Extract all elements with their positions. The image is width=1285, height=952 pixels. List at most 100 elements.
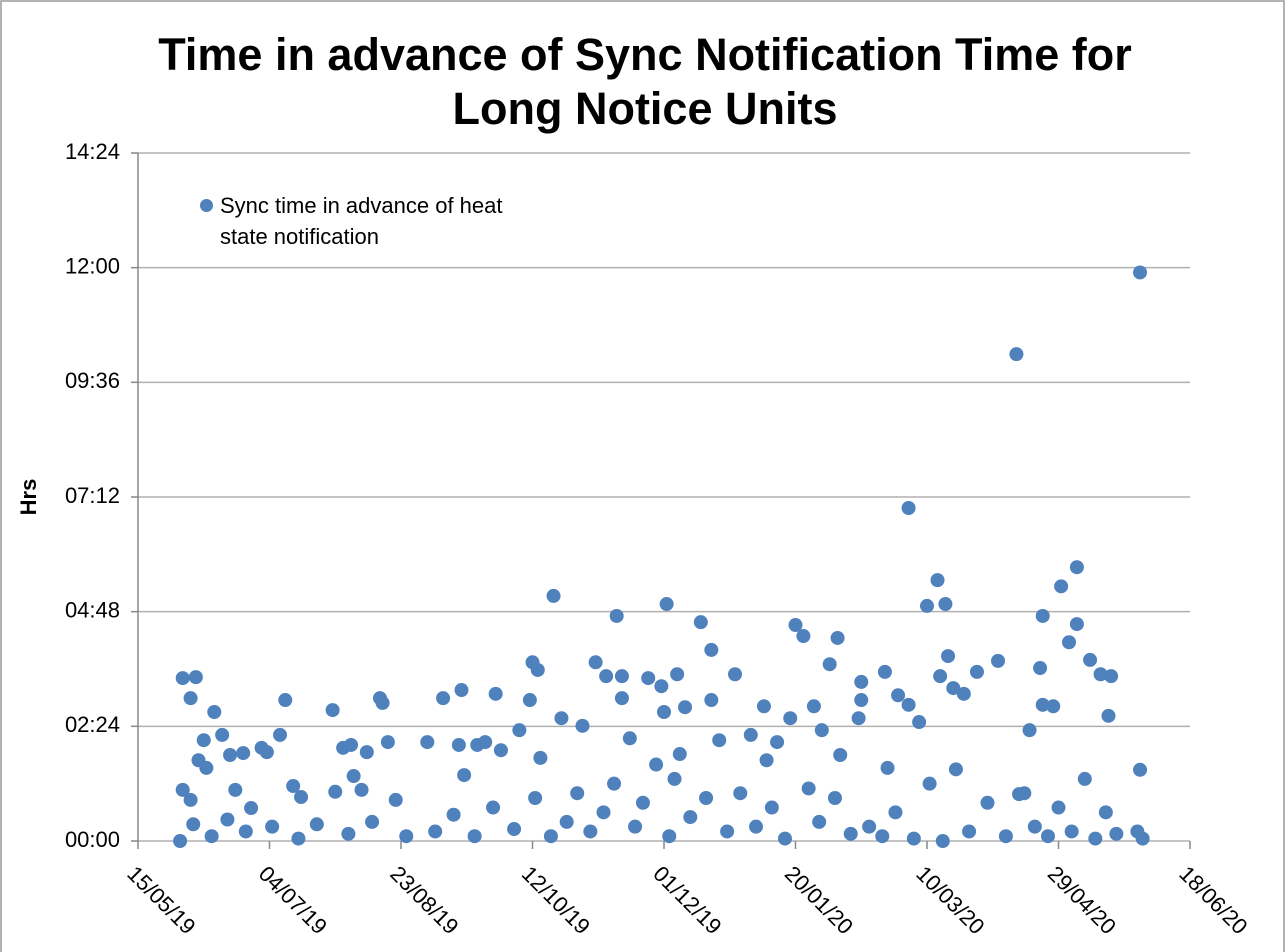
data-point — [199, 760, 214, 775]
data-point — [704, 693, 719, 708]
data-point — [614, 669, 629, 684]
x-tick-label: 29/04/20 — [1043, 861, 1121, 939]
data-point — [1069, 617, 1084, 632]
x-tick-label: 15/05/19 — [122, 861, 200, 939]
data-point — [346, 769, 361, 784]
data-point — [827, 791, 842, 805]
legend-marker — [200, 199, 213, 212]
data-point — [920, 598, 934, 613]
data-point — [341, 826, 356, 841]
data-point — [1009, 347, 1024, 362]
data-point — [486, 800, 501, 815]
x-tick-label: 10/03/20 — [911, 861, 989, 939]
data-point — [220, 812, 235, 827]
data-point — [770, 735, 785, 750]
data-point — [173, 834, 188, 848]
data-point — [854, 674, 869, 689]
data-point — [186, 817, 201, 832]
data-point — [325, 703, 340, 718]
data-point — [670, 667, 685, 682]
data-point — [359, 745, 374, 760]
data-point — [294, 790, 309, 805]
legend: Sync time in advance of heat state notif… — [200, 190, 520, 252]
data-point — [570, 786, 585, 801]
data-point — [662, 829, 677, 844]
data-point — [238, 824, 253, 839]
data-point — [365, 814, 380, 829]
data-point — [891, 688, 906, 703]
data-point — [522, 693, 537, 708]
data-point — [204, 829, 219, 844]
data-point — [328, 784, 343, 799]
data-point — [259, 745, 274, 760]
data-point — [699, 791, 714, 805]
data-point — [830, 630, 845, 645]
data-point — [693, 615, 708, 630]
data-point — [654, 679, 669, 694]
data-point — [901, 697, 916, 712]
x-tick-label: 12/10/19 — [517, 861, 595, 939]
data-point — [704, 642, 719, 657]
data-point — [583, 824, 598, 839]
data-point — [344, 737, 359, 752]
x-tick-label: 01/12/19 — [648, 861, 726, 939]
x-tick-label: 23/08/19 — [385, 861, 463, 939]
data-point — [641, 671, 656, 686]
data-point — [667, 771, 682, 786]
x-tick-label: 04/07/19 — [254, 861, 332, 939]
data-point — [1022, 723, 1037, 738]
data-point — [901, 500, 916, 515]
data-point — [1098, 805, 1113, 820]
data-point — [969, 664, 984, 679]
data-point — [467, 829, 482, 844]
x-tick-label: 18/06/20 — [1174, 861, 1252, 939]
data-point — [528, 791, 543, 805]
data-point — [457, 768, 472, 783]
data-point — [380, 735, 395, 750]
y-tick-label: 12:00 — [65, 253, 120, 278]
y-axis-label: Hrs — [16, 479, 41, 516]
data-point — [933, 669, 948, 684]
data-point — [223, 748, 238, 762]
data-point — [1133, 762, 1148, 777]
data-point — [906, 831, 921, 846]
data-point — [215, 727, 230, 742]
legend-label: Sync time in advance of heat state notif… — [220, 193, 503, 249]
data-point — [1017, 786, 1032, 801]
data-point — [286, 779, 301, 794]
data-point — [759, 753, 774, 768]
data-point — [980, 795, 995, 810]
data-point — [635, 795, 650, 810]
data-point — [1101, 708, 1116, 723]
data-point — [1040, 829, 1055, 844]
data-point — [806, 699, 821, 714]
data-point — [712, 733, 727, 748]
data-point — [512, 723, 527, 738]
data-point — [622, 731, 637, 746]
data-point — [388, 792, 403, 807]
data-point — [1033, 661, 1048, 676]
data-point — [1088, 831, 1103, 846]
data-point — [783, 711, 798, 726]
data-point — [657, 705, 671, 719]
data-point — [588, 655, 603, 670]
data-point — [812, 814, 827, 829]
data-point — [888, 805, 903, 820]
data-point — [1093, 667, 1108, 682]
data-point — [796, 629, 811, 644]
y-tick-label: 04:48 — [65, 597, 120, 622]
data-point — [946, 681, 961, 696]
data-point — [941, 649, 956, 664]
data-point — [488, 686, 503, 701]
data-point — [628, 819, 643, 834]
y-tick-label: 02:24 — [65, 712, 120, 737]
data-point — [1083, 652, 1098, 667]
data-point — [854, 693, 869, 708]
data-point — [659, 597, 674, 612]
data-point — [851, 711, 866, 726]
data-point — [175, 782, 190, 797]
data-point — [1051, 800, 1066, 815]
data-point — [1064, 824, 1079, 839]
data-point — [207, 705, 222, 719]
